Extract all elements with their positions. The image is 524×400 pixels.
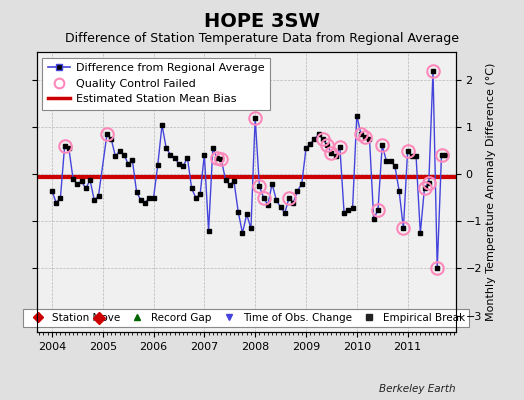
Text: Difference of Station Temperature Data from Regional Average: Difference of Station Temperature Data f… (65, 32, 459, 45)
Legend: Station Move, Record Gap, Time of Obs. Change, Empirical Break: Station Move, Record Gap, Time of Obs. C… (24, 309, 469, 327)
Y-axis label: Monthly Temperature Anomaly Difference (°C): Monthly Temperature Anomaly Difference (… (486, 63, 496, 321)
Text: HOPE 3SW: HOPE 3SW (204, 12, 320, 31)
Text: Berkeley Earth: Berkeley Earth (379, 384, 456, 394)
